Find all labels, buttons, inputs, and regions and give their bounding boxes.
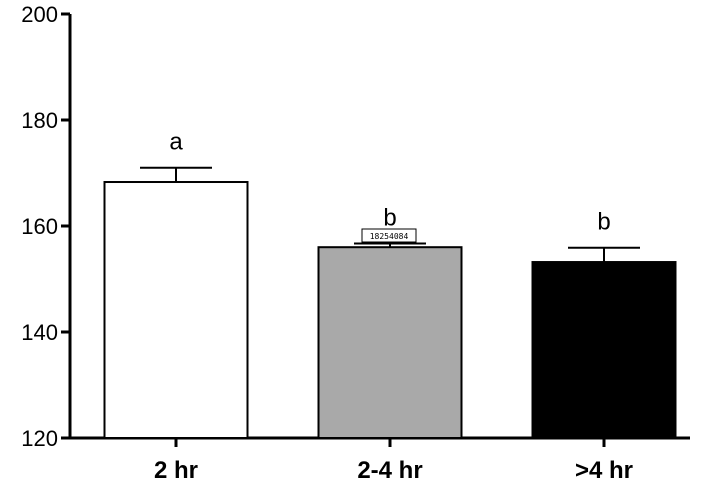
significance-letter: b bbox=[597, 209, 610, 236]
y-axis: 120 140 160 180 200 bbox=[21, 2, 72, 451]
y-tick-label: 160 bbox=[21, 214, 58, 239]
significance-letters: a b b bbox=[169, 129, 610, 236]
x-tick-label: 2 hr bbox=[154, 457, 198, 483]
id-stamp-text: 18254084 bbox=[370, 232, 409, 241]
y-tick-label: 140 bbox=[21, 320, 58, 345]
x-tick-label: 2-4 hr bbox=[357, 457, 422, 483]
bar bbox=[317, 246, 463, 439]
bar bbox=[531, 261, 677, 440]
error-bars bbox=[140, 166, 640, 263]
bars bbox=[103, 181, 677, 440]
id-stamp-box bbox=[361, 228, 417, 243]
x-tick-label: >4 hr bbox=[575, 457, 633, 483]
significance-letter: a bbox=[169, 129, 183, 156]
id-stamp: 18254084 bbox=[361, 228, 417, 243]
significance-letter: b bbox=[383, 204, 396, 231]
y-tick-label: 120 bbox=[21, 426, 58, 451]
bar bbox=[103, 181, 249, 439]
x-axis: 2 hr 2-4 hr >4 hr bbox=[68, 436, 690, 483]
y-tick-label: 180 bbox=[21, 108, 58, 133]
y-tick-label: 200 bbox=[21, 2, 58, 27]
